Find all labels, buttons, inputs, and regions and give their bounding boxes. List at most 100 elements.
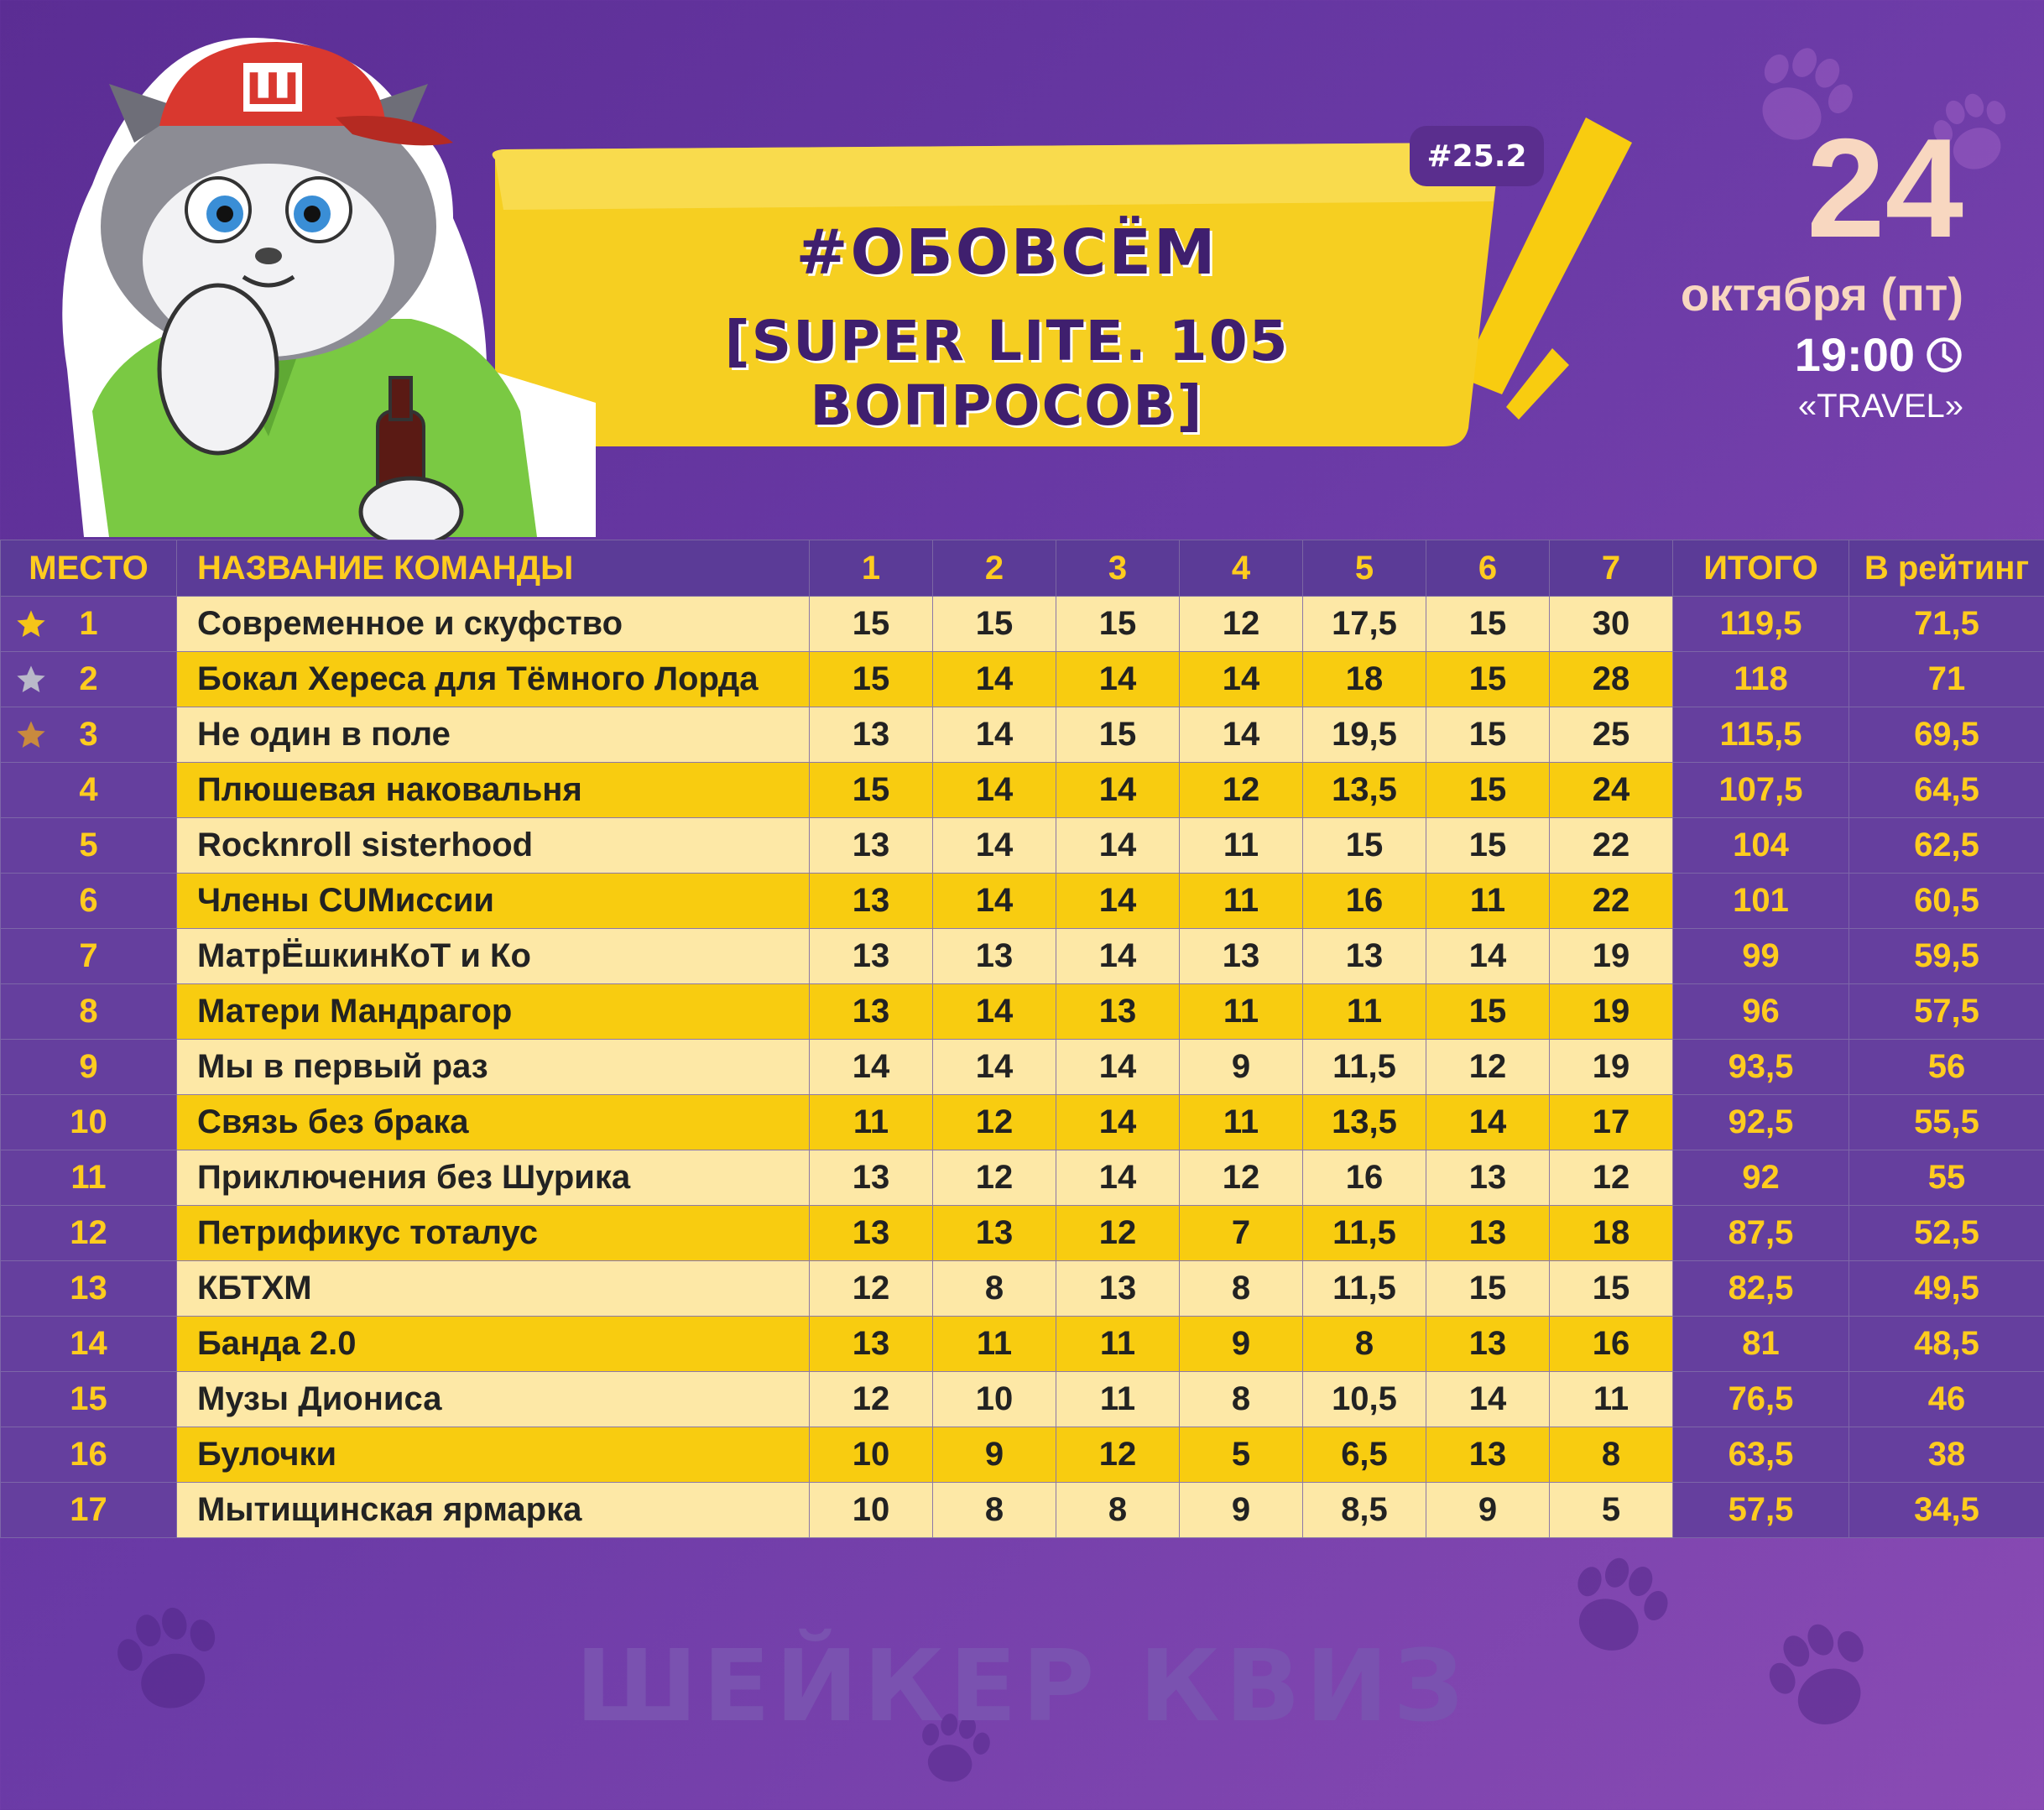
event-day: 24	[1807, 109, 1963, 267]
round-score: 11	[809, 1094, 933, 1150]
place-cell: 10	[0, 1094, 177, 1150]
round-score: 11	[1179, 983, 1303, 1040]
round-score: 15	[809, 651, 933, 707]
table-row: 13 КБТХМ 12 8 13 8 11,5 15 15 82,5 49,5	[0, 1260, 2044, 1317]
round-score: 15	[932, 596, 1056, 652]
rating-score: 55	[1848, 1150, 2044, 1206]
place-number: 1	[79, 605, 98, 642]
total-score: 107,5	[1672, 762, 1849, 818]
round-score: 5	[1549, 1482, 1673, 1538]
place-number: 5	[79, 827, 98, 863]
round-score: 16	[1302, 873, 1426, 929]
round-score: 13	[1426, 1150, 1550, 1206]
rating-score: 71	[1848, 651, 2044, 707]
round-score: 14	[932, 873, 1056, 929]
round-score: 15	[1302, 817, 1426, 874]
table-header-row: МЕСТО НАЗВАНИЕ КОМАНДЫ 1 2 3 4 5 6 7 ИТОГО В рейти…	[0, 540, 2044, 597]
total-score: 99	[1672, 928, 1849, 984]
total-score: 63,5	[1672, 1427, 1849, 1483]
paw-icon	[1535, 1526, 1696, 1687]
table-row: 9 Мы в первый раз 14 14 14 9 11,5 12 19 93,5 56	[0, 1039, 2044, 1095]
round-score: 28	[1549, 651, 1673, 707]
round-score: 12	[809, 1260, 933, 1317]
round-score: 15	[1426, 651, 1550, 707]
round-score: 13	[809, 1150, 933, 1206]
total-score: 76,5	[1672, 1371, 1849, 1427]
column-header: 2	[932, 540, 1056, 597]
round-score: 13	[809, 707, 933, 763]
table-row: 2 Бокал Хереса для Тёмного Лорда 15 14 14 14 1…	[0, 651, 2044, 707]
total-score: 87,5	[1672, 1205, 1849, 1261]
rating-score: 62,5	[1848, 817, 2044, 874]
team-name: Петрификус тоталус	[176, 1205, 810, 1261]
place-cell: 14	[0, 1316, 177, 1372]
event-time-row: 19:00	[1795, 327, 1963, 382]
round-score: 14	[932, 762, 1056, 818]
round-score: 10	[932, 1371, 1056, 1427]
issue-badge: #25.2	[1410, 126, 1544, 186]
round-score: 11	[1426, 873, 1550, 929]
column-header: 4	[1179, 540, 1303, 597]
round-score: 12	[1426, 1039, 1550, 1095]
rating-score: 64,5	[1848, 762, 2044, 818]
place-cell: 5	[0, 817, 177, 874]
round-score: 22	[1549, 817, 1673, 874]
column-header: 1	[809, 540, 933, 597]
round-score: 10	[809, 1427, 933, 1483]
round-score: 11,5	[1302, 1039, 1426, 1095]
event-month: октября (пт)	[1680, 268, 1963, 321]
round-score: 9	[1179, 1316, 1303, 1372]
round-score: 5	[1179, 1427, 1303, 1483]
rating-score: 56	[1848, 1039, 2044, 1095]
place-cell: 11	[0, 1150, 177, 1206]
round-score: 14	[1056, 873, 1180, 929]
table-row: 15 Музы Диониса 12 10 11 8 10,5 14 11 76,5 46	[0, 1371, 2044, 1427]
place-number: 6	[79, 882, 98, 919]
column-header: 3	[1056, 540, 1180, 597]
page-title: #ОБОВСЁМ	[795, 216, 1218, 289]
round-score: 14	[1179, 707, 1303, 763]
round-score: 12	[1056, 1205, 1180, 1261]
round-score: 10	[809, 1482, 933, 1538]
round-score: 14	[1179, 651, 1303, 707]
round-score: 8	[932, 1260, 1056, 1317]
place-number: 10	[70, 1103, 107, 1140]
star-icon	[17, 721, 45, 748]
team-name: Мы в первый раз	[176, 1039, 810, 1095]
round-score: 14	[1056, 928, 1180, 984]
round-score: 13	[809, 817, 933, 874]
paw-icon	[1716, 13, 1883, 180]
rating-score: 48,5	[1848, 1316, 2044, 1372]
round-score: 14	[1056, 1150, 1180, 1206]
round-score: 15	[809, 762, 933, 818]
round-score: 8	[1179, 1260, 1303, 1317]
round-score: 8	[932, 1482, 1056, 1538]
team-name: МатрЁшкинКоТ и Ко	[176, 928, 810, 984]
table-row: 10 Связь без брака 11 12 14 11 13,5 14 17 92,5 55,…	[0, 1094, 2044, 1150]
round-score: 12	[1056, 1427, 1180, 1483]
round-score: 15	[1056, 707, 1180, 763]
total-score: 104	[1672, 817, 1849, 874]
svg-text:Ш: Ш	[246, 65, 300, 115]
round-score: 13	[1056, 983, 1180, 1040]
round-score: 25	[1549, 707, 1673, 763]
round-score: 15	[809, 596, 933, 652]
round-score: 13	[932, 928, 1056, 984]
round-score: 11	[1549, 1371, 1673, 1427]
rating-score: 52,5	[1848, 1205, 2044, 1261]
round-score: 18	[1302, 651, 1426, 707]
total-score: 118	[1672, 651, 1849, 707]
total-score: 115,5	[1672, 707, 1849, 763]
team-name: Приключения без Шурика	[176, 1150, 810, 1206]
round-score: 12	[1549, 1150, 1673, 1206]
round-score: 19	[1549, 1039, 1673, 1095]
round-score: 13	[1426, 1427, 1550, 1483]
round-score: 9	[1179, 1482, 1303, 1538]
place-cell: 16	[0, 1427, 177, 1483]
place-cell: 2	[0, 651, 177, 707]
round-score: 12	[809, 1371, 933, 1427]
rating-score: 55,5	[1848, 1094, 2044, 1150]
place-number: 4	[79, 771, 98, 808]
team-name: Матери Мандрагор	[176, 983, 810, 1040]
round-score: 15	[1426, 707, 1550, 763]
